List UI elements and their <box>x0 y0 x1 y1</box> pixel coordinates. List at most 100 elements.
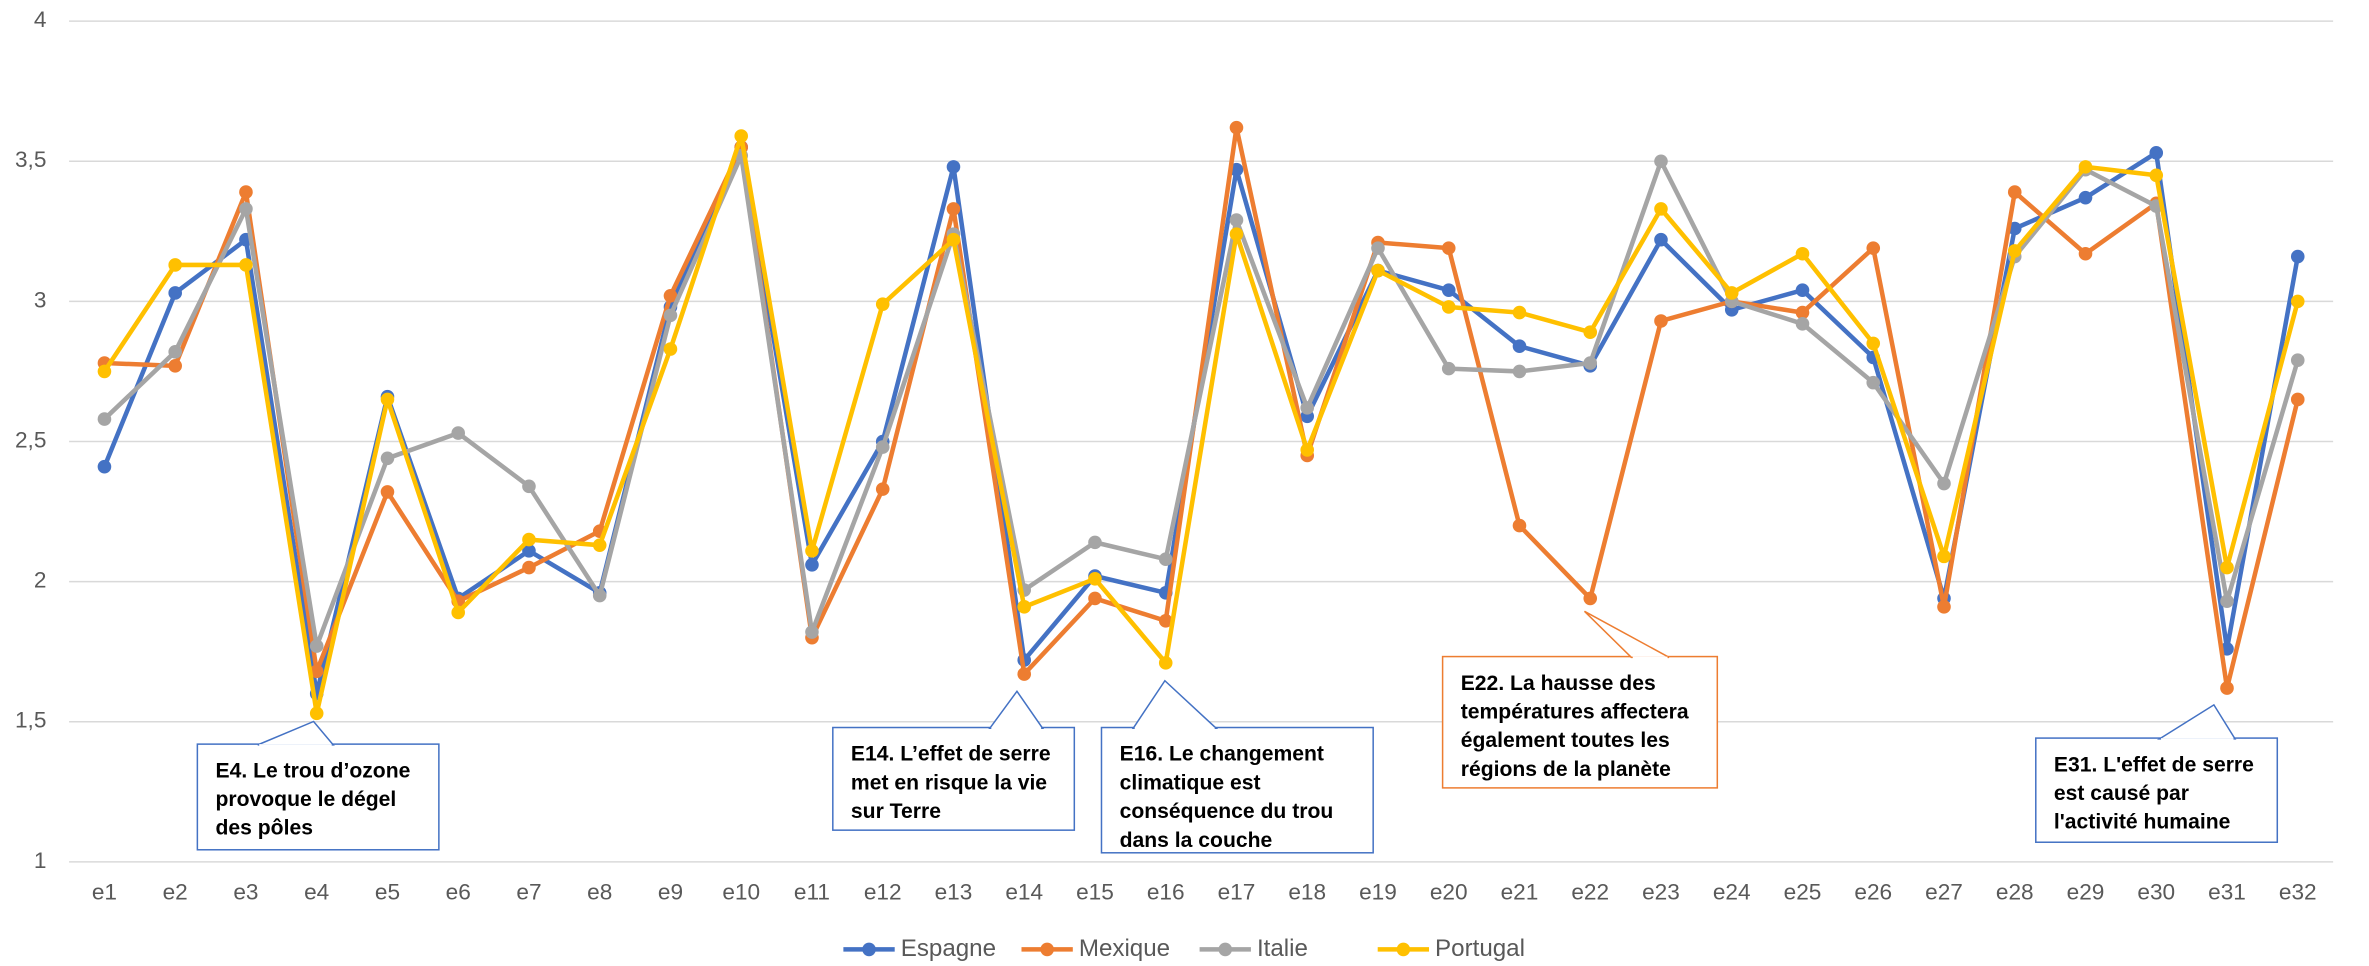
data-point <box>2290 294 2305 309</box>
legend-marker <box>1396 942 1411 957</box>
data-point <box>1866 336 1881 351</box>
legend-marker <box>1218 942 1233 957</box>
series-line <box>102 144 2300 696</box>
callout-pointer <box>1131 679 1219 730</box>
y-tick-label: 3 <box>34 287 47 312</box>
data-point <box>2007 244 2022 258</box>
x-tick-label: e5 <box>375 880 400 905</box>
data-point <box>1724 286 1739 300</box>
data-point <box>1300 401 1315 415</box>
data-point <box>380 392 395 407</box>
data-point <box>1158 614 1173 628</box>
data-point <box>734 129 749 143</box>
data-point <box>451 605 465 620</box>
data-point <box>97 459 112 474</box>
data-point <box>1654 314 1668 328</box>
x-tick-label: e7 <box>516 880 541 905</box>
data-point <box>2220 681 2234 695</box>
data-point <box>1795 305 1810 320</box>
x-tick-label: e11 <box>794 880 830 905</box>
x-tick-label: e27 <box>1925 880 1963 905</box>
data-point <box>1017 600 1032 614</box>
data-point <box>1229 213 1244 227</box>
data-point <box>875 482 890 496</box>
x-tick-label: e10 <box>722 880 760 905</box>
x-tick-label: e25 <box>1784 880 1822 905</box>
data-point <box>1441 283 1456 297</box>
data-point <box>1654 232 1668 247</box>
data-point <box>1441 241 1456 255</box>
data-point <box>1371 241 1385 255</box>
callout-box <box>1441 655 1719 789</box>
data-point <box>2149 146 2164 160</box>
x-tick-label: e8 <box>587 880 612 905</box>
x-tick-label: e28 <box>1996 880 2034 905</box>
x-tick-label: e19 <box>1359 880 1397 905</box>
data-point <box>1512 339 1527 354</box>
legend-label: Portugal <box>1435 935 1525 962</box>
legend-label: Italie <box>1257 935 1308 962</box>
data-point <box>592 538 607 552</box>
x-tick-label: e4 <box>304 880 329 905</box>
data-point <box>1937 476 1951 491</box>
x-tick-label: e32 <box>2279 880 2317 905</box>
legend-label: Espagne <box>901 935 996 962</box>
data-point <box>1512 364 1527 379</box>
x-tick-label: e2 <box>163 880 188 905</box>
callout: E22. La hausse des températures affecter… <box>1460 670 1689 781</box>
x-tick-label: e17 <box>1218 880 1256 905</box>
callout: E31. L'effet de serre est causé par l'ac… <box>2054 752 2254 834</box>
data-point <box>522 532 536 547</box>
data-point <box>1229 120 1244 135</box>
x-tick-label: e9 <box>658 880 683 905</box>
callout-text: E14. L’effet de serre met en risque la v… <box>850 741 1051 823</box>
data-point <box>805 543 819 558</box>
callout-text: E16. Le changement climatique est conséq… <box>1119 741 1334 852</box>
data-point <box>1300 443 1315 457</box>
legend-marker <box>1040 942 1054 957</box>
x-tick-label: e14 <box>1005 880 1043 905</box>
data-point <box>168 359 182 373</box>
y-tick-label: 2,5 <box>15 427 46 452</box>
data-point <box>1866 241 1881 255</box>
x-tick-label: e18 <box>1288 880 1326 905</box>
callout: E4. Le trou d’ozone provoque le dégel de… <box>215 758 410 840</box>
data-point <box>2078 160 2093 174</box>
data-point <box>1583 591 1598 606</box>
data-point <box>309 706 324 721</box>
callout-box <box>1100 726 1374 854</box>
x-tick-label: e6 <box>446 880 471 905</box>
callout-pointer <box>988 689 1045 730</box>
x-tick-label: e16 <box>1147 880 1185 905</box>
series-line <box>104 125 2300 691</box>
data-point <box>239 202 253 216</box>
data-point <box>1158 656 1173 670</box>
data-point <box>522 543 536 558</box>
data-point <box>168 258 182 272</box>
series-line <box>102 153 2300 649</box>
data-point <box>168 345 182 359</box>
callout-text: E22. La hausse des températures affecter… <box>1460 670 1689 781</box>
data-point <box>2078 246 2093 261</box>
data-point <box>239 258 253 272</box>
x-tick-label: e22 <box>1571 880 1609 905</box>
data-point <box>97 364 112 379</box>
data-point <box>1583 356 1598 370</box>
data-point <box>1937 549 1951 564</box>
data-point <box>1088 535 1102 550</box>
data-point <box>380 485 395 499</box>
data-point <box>592 588 607 603</box>
data-point <box>380 451 395 466</box>
data-point <box>2290 249 2305 264</box>
data-point <box>663 342 678 356</box>
x-tick-label: e26 <box>1854 880 1892 905</box>
data-point <box>1158 552 1173 566</box>
callout-pointer <box>1583 610 1670 659</box>
callout: E14. L’effet de serre met en risque la v… <box>850 741 1051 823</box>
y-tick-label: 3,5 <box>15 147 46 172</box>
data-point <box>946 202 961 216</box>
x-tick-label: e1 <box>92 880 117 905</box>
y-tick-label: 1,5 <box>15 708 46 733</box>
data-point <box>97 412 112 426</box>
